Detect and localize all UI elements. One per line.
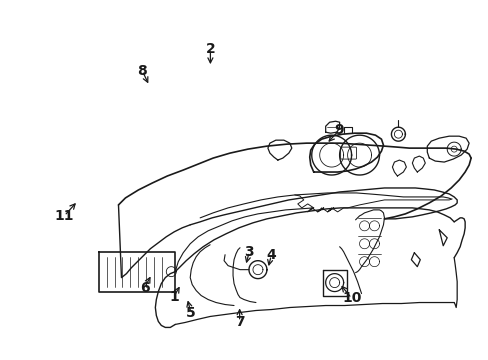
Text: 6: 6 <box>140 280 149 294</box>
Text: 9: 9 <box>334 123 344 137</box>
Text: 10: 10 <box>341 291 361 305</box>
Text: 8: 8 <box>137 64 147 78</box>
Text: 11: 11 <box>54 209 74 223</box>
Text: 3: 3 <box>244 245 254 259</box>
Text: 5: 5 <box>185 306 195 320</box>
Text: 7: 7 <box>234 315 244 329</box>
Text: 4: 4 <box>266 248 276 262</box>
Text: 2: 2 <box>205 42 215 56</box>
Text: 1: 1 <box>169 289 179 303</box>
